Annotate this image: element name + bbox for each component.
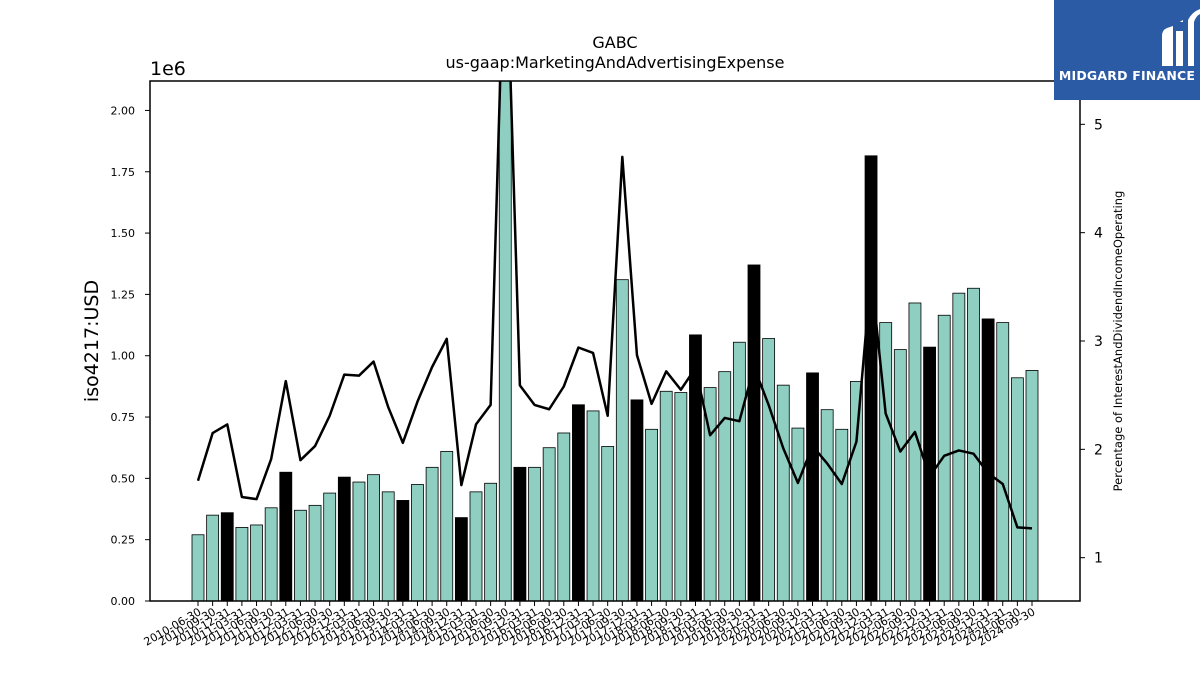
bar <box>732 341 746 601</box>
bar <box>850 381 863 601</box>
bar <box>820 409 834 601</box>
y2-tick-label: 2 <box>1094 442 1103 458</box>
y-tick-label: 1.75 <box>111 166 136 179</box>
bar <box>220 512 234 601</box>
bar <box>425 466 439 601</box>
y-axis-offset: 1e6 <box>150 58 186 80</box>
bar <box>981 318 995 601</box>
ratio-line <box>196 81 1033 530</box>
bar <box>1010 377 1024 601</box>
y2-tick-label: 5 <box>1094 117 1103 133</box>
bar <box>235 527 249 601</box>
bar <box>703 387 717 601</box>
bar <box>250 524 263 601</box>
chart-subtitle: us-gaap:MarketingAndAdvertisingExpense <box>446 53 785 72</box>
bar <box>206 514 220 601</box>
bar <box>835 428 849 601</box>
bar <box>498 81 512 601</box>
y2-tick-label: 4 <box>1094 226 1103 242</box>
x-axis-ticks: 2010-06-302010-09-302010-12-312011-03-31… <box>142 601 1038 649</box>
y-tick-label: 1.25 <box>111 288 136 301</box>
bar <box>528 466 541 601</box>
y2-axis-label: Percentage of InterestAndDividendIncomeO… <box>1111 191 1125 492</box>
bar <box>937 314 951 601</box>
bar <box>352 481 366 601</box>
bar <box>630 399 644 601</box>
bar <box>191 534 205 601</box>
bar <box>586 410 600 601</box>
y-tick-label: 0.25 <box>111 534 136 547</box>
bar <box>308 504 322 601</box>
bar <box>645 428 658 601</box>
y-axis-label: iso4217:USD <box>81 280 103 402</box>
bar <box>557 432 571 601</box>
y-tick-label: 1.00 <box>111 350 136 363</box>
bar <box>572 404 585 601</box>
brand-logo: MIDGARD FINANCE <box>1054 0 1200 100</box>
bar <box>542 447 556 601</box>
bar <box>264 507 278 601</box>
y-tick-label: 0.00 <box>111 595 136 608</box>
plot-frame <box>149 80 1081 602</box>
y2-tick-label: 1 <box>1094 551 1103 567</box>
chart-title: GABC <box>592 33 637 52</box>
bar <box>1025 370 1039 601</box>
bar <box>381 491 395 601</box>
bar <box>762 338 776 601</box>
y2-axis-ticks: 1 2 3 4 5 <box>1080 117 1103 567</box>
bar-series <box>191 81 1039 601</box>
bar <box>747 264 761 601</box>
bar <box>411 484 424 601</box>
y-tick-label: 0.50 <box>111 472 136 485</box>
bar <box>674 392 688 601</box>
bar <box>776 384 790 601</box>
y2-tick-label: 3 <box>1094 334 1103 350</box>
bar <box>367 474 380 601</box>
bar <box>967 287 980 601</box>
bar <box>996 322 1010 601</box>
bar <box>337 476 351 601</box>
bar <box>893 349 907 601</box>
y-axis-ticks: 0.00 0.25 0.50 0.75 1.00 1.25 1.50 1.75 2.00 <box>111 104 150 608</box>
bar <box>864 155 878 601</box>
bar <box>659 390 673 601</box>
bar <box>469 491 483 601</box>
y-tick-label: 1.50 <box>111 227 136 240</box>
logo-mark-icon <box>1162 9 1200 66</box>
bar <box>689 334 702 601</box>
bar <box>279 471 293 601</box>
bar <box>484 482 498 601</box>
bar <box>396 500 410 601</box>
bar <box>294 509 307 601</box>
bar <box>615 279 629 601</box>
bar <box>440 450 454 601</box>
bar <box>806 372 819 601</box>
bar <box>601 446 615 601</box>
bar <box>908 302 922 601</box>
bar <box>454 517 468 601</box>
bar <box>513 466 527 601</box>
bar <box>323 492 337 601</box>
bar <box>791 427 805 601</box>
y-tick-label: 2.00 <box>111 104 136 117</box>
bar <box>718 371 732 601</box>
bar <box>952 292 966 601</box>
y-tick-label: 0.75 <box>111 411 136 424</box>
logo-text: MIDGARD FINANCE <box>1058 68 1196 83</box>
